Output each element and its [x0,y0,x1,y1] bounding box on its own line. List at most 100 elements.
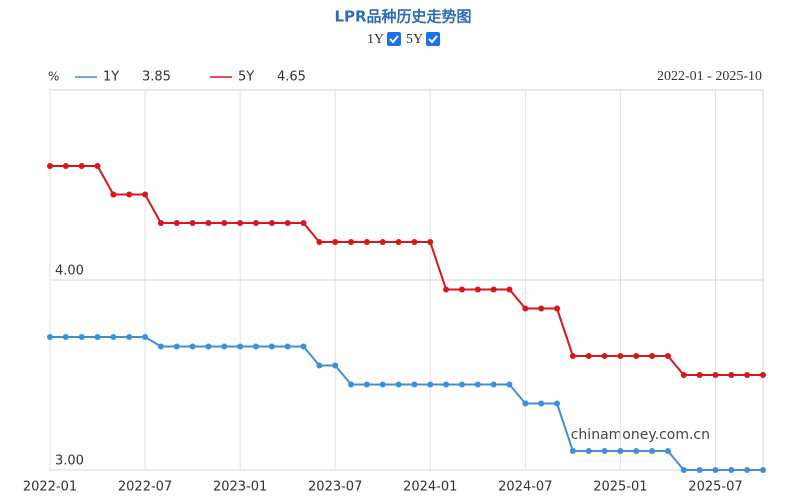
data-point [538,305,545,312]
data-point [712,372,719,378]
data-point [506,381,513,388]
data-point [395,239,402,245]
x-tick-label: 2024-07 [498,480,552,495]
x-tick-label: 2024-01 [403,480,457,495]
data-point [189,220,196,226]
data-point [664,448,671,454]
data-point [411,381,418,388]
data-point [474,381,481,388]
data-point [490,286,497,293]
data-point [47,334,53,340]
data-point [601,448,608,454]
data-point [268,220,275,226]
checkbox-check[interactable] [389,35,399,44]
range-label: 2022-01 - 2025-10 [657,69,762,84]
data-point [237,343,244,350]
y-tick-label: 4.00 [55,264,84,279]
data-point [696,467,703,473]
data-point [728,467,735,473]
x-tick-label: 2025-01 [593,480,647,495]
data-point [252,220,259,226]
data-point [47,163,53,169]
y-tick-label: 3.00 [55,454,84,469]
data-point [744,372,751,378]
data-point [332,239,339,245]
data-point [633,353,640,359]
data-point [538,400,545,407]
x-tick-label: 2022-07 [118,480,172,495]
unit-label: % [48,70,59,84]
data-point [696,372,703,378]
checkbox-check[interactable] [428,35,438,44]
data-point [554,305,561,312]
data-point [395,381,402,388]
checkbox-label[interactable]: 5Y [406,32,423,47]
data-point [110,191,117,198]
data-point [316,239,323,245]
data-point [110,334,117,340]
data-point [284,220,291,226]
data-point [760,372,766,378]
data-point [94,334,101,340]
data-point [680,467,687,473]
x-tick-label: 2022-01 [23,480,77,495]
data-point [205,343,212,350]
data-point [617,448,624,454]
data-point [633,448,640,454]
data-point [62,334,69,340]
data-point [205,220,212,226]
data-point [569,353,576,359]
data-point [157,343,164,350]
data-point [348,381,355,388]
data-point [680,372,687,378]
data-point [157,220,164,226]
x-tick-label: 2023-07 [308,480,362,495]
data-point [490,381,497,388]
data-point [474,286,481,293]
checkbox-label[interactable]: 1Y [367,32,384,47]
data-point [522,400,529,407]
data-point [458,381,465,388]
data-point [522,305,529,312]
data-point [189,343,196,350]
data-point [221,343,228,350]
data-point [443,381,450,388]
data-point [664,353,671,359]
data-point [379,381,386,388]
legend-value: 3.85 [142,70,171,85]
legend-label: 1Y [103,70,119,85]
data-point [142,191,149,198]
data-point [585,353,592,359]
data-point [78,334,85,340]
data-point [348,239,355,245]
data-point [427,239,434,245]
data-point [173,343,180,350]
data-point [221,220,228,226]
series-line [50,336,763,471]
data-point [506,286,513,293]
chart-title: LPR品种历史走势图 [334,8,471,26]
data-point [569,448,576,454]
data-point [78,163,85,169]
x-tick-label: 2023-01 [213,480,267,495]
data-point [728,372,735,378]
watermark: chinamoney.com.cn [571,427,710,443]
data-point [316,362,323,369]
data-point [363,239,370,245]
data-point [411,239,418,245]
data-point [744,467,751,473]
series-line [50,165,763,376]
legend-value: 4.65 [277,70,306,85]
checkbox[interactable] [426,32,440,46]
data-point [237,220,244,226]
data-point [126,334,133,340]
checkbox[interactable] [387,32,401,46]
data-point [126,191,133,198]
legend-label: 5Y [238,70,254,85]
data-point [649,448,656,454]
data-point [601,353,608,359]
data-point [142,334,149,340]
data-point [363,381,370,388]
